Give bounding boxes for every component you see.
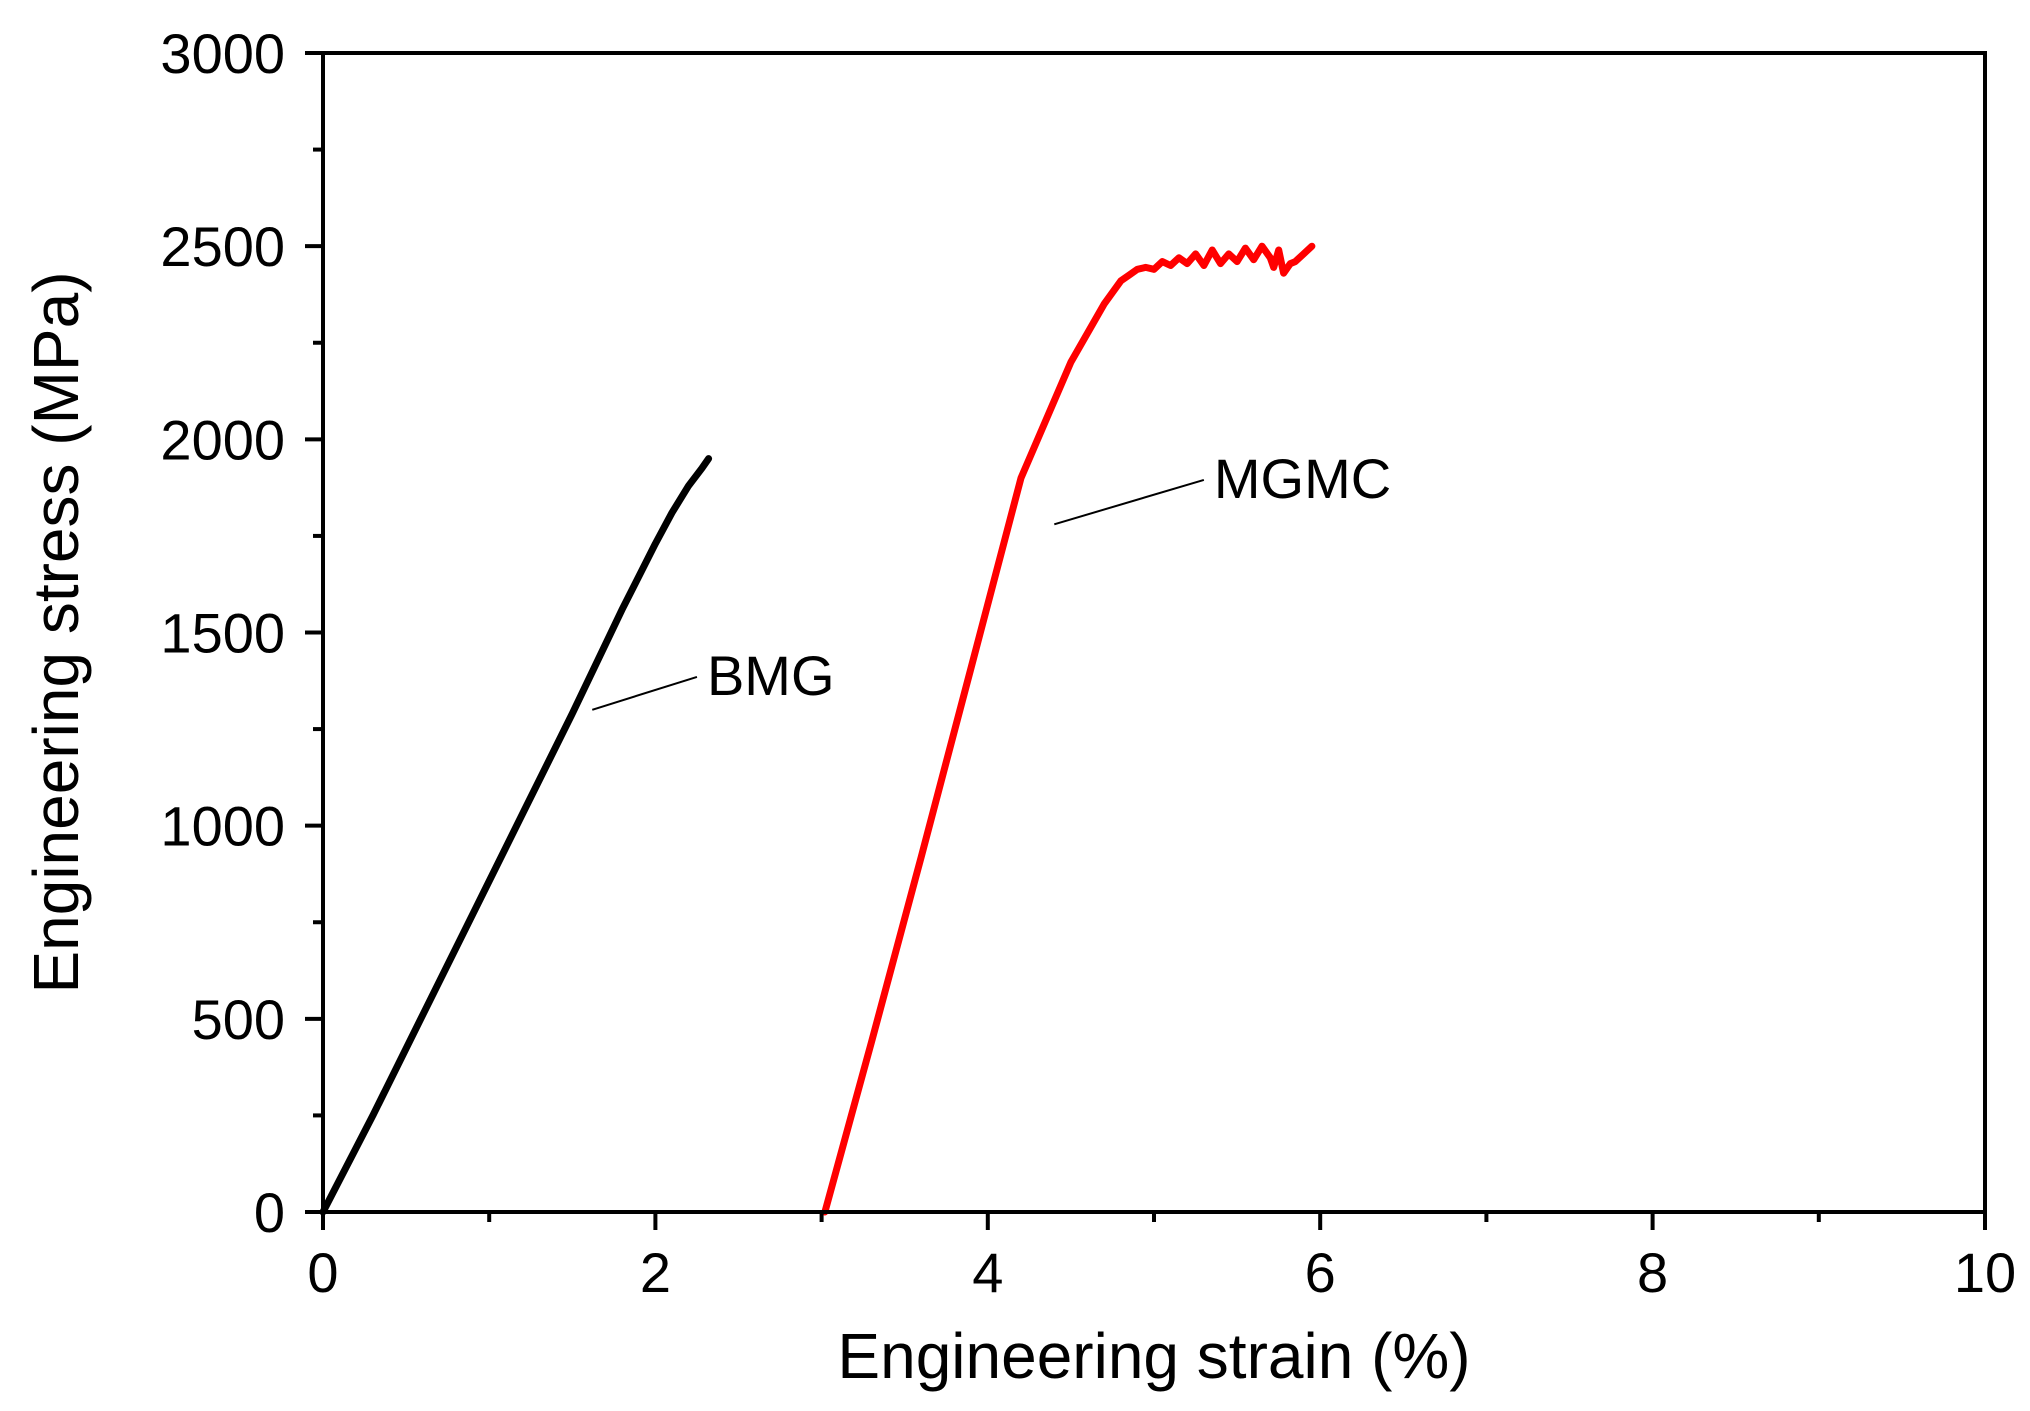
x-tick-label: 8: [1637, 1241, 1668, 1304]
y-tick-label: 2000: [160, 408, 285, 471]
y-axis-title: Engineering stress (MPa): [20, 271, 92, 993]
series-label-mgmc: MGMC: [1214, 447, 1391, 510]
series-label-bmg: BMG: [707, 644, 835, 707]
x-tick-label: 6: [1305, 1241, 1336, 1304]
x-tick-label: 0: [307, 1241, 338, 1304]
y-tick-label: 3000: [160, 22, 285, 85]
plot-frame: [321, 51, 1987, 1214]
y-tick-label: 1500: [160, 602, 285, 665]
y-tick-label: 500: [192, 988, 285, 1051]
y-tick-label: 0: [254, 1181, 285, 1244]
y-tick-label: 2500: [160, 215, 285, 278]
x-axis-title: Engineering strain (%): [837, 1320, 1470, 1392]
annotation-leader-bmg: [591, 675, 698, 711]
annotation-layer: BMG MGMC: [591, 447, 1391, 711]
x-tick-label: 10: [1954, 1241, 2016, 1304]
y-tick-label: 1000: [160, 795, 285, 858]
series-layer: [319, 242, 1316, 1216]
x-tick-label: 4: [972, 1241, 1003, 1304]
x-tick-label: 2: [640, 1241, 671, 1304]
series-line-bmg: [319, 455, 713, 1216]
ticks-layer: 0 2 4 6 8 10 0 500 1000 1500 2000 2500 3000: [160, 22, 2016, 1304]
series-line-mgmc: [821, 242, 1316, 1216]
annotation-leader-mgmc: [1053, 478, 1205, 526]
